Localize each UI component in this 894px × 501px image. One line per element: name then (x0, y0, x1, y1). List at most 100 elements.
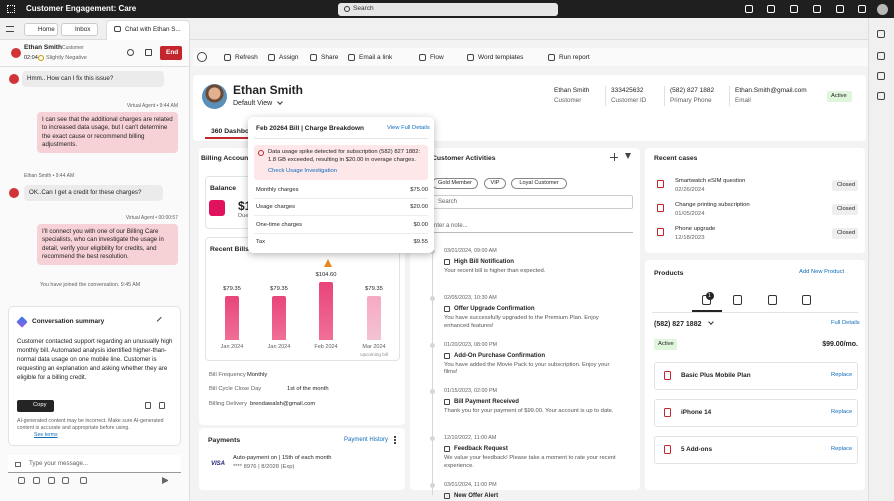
app-launcher[interactable] (7, 5, 15, 13)
command-button[interactable]: Flow (430, 54, 444, 61)
back-button[interactable] (197, 52, 207, 62)
copy-button[interactable] (17, 400, 54, 412)
field-value: (582) 827 1882 (670, 87, 715, 94)
end-button[interactable] (160, 46, 182, 60)
charge-label: Monthly charges (256, 187, 299, 193)
rail-icon[interactable] (877, 72, 885, 80)
payment-history-link[interactable]: Payment History (344, 437, 389, 443)
input-icon (15, 462, 21, 467)
command-button[interactable]: Run report (559, 54, 590, 61)
product-row (654, 399, 858, 427)
top-icon[interactable] (858, 5, 866, 13)
sender-avatar (9, 74, 19, 84)
filter-icon[interactable] (625, 153, 631, 159)
tab-underline (205, 137, 250, 139)
view-details-link[interactable]: View Full Details (387, 125, 430, 131)
detail-value: Monthly (247, 372, 268, 378)
product-tab-icon[interactable] (768, 295, 777, 305)
customer-photo (202, 84, 227, 109)
activity-title: Bill Payment Received (454, 398, 520, 406)
menu-icon[interactable] (6, 26, 14, 32)
replace-link[interactable]: Replace (831, 409, 853, 415)
customer-name: Ethan Smith (24, 44, 62, 51)
command-button[interactable]: Share (321, 54, 339, 61)
summary-text: Customer contacted support regarding an … (17, 338, 173, 381)
x-label: Jan 2024 (220, 344, 244, 350)
chat-tab[interactable] (106, 20, 190, 40)
message-input[interactable] (8, 455, 181, 473)
subscription-line[interactable]: (582) 827 1882 (654, 321, 702, 328)
tag (484, 178, 506, 189)
top-icon[interactable] (767, 5, 775, 13)
command-button[interactable]: Refresh (235, 54, 258, 61)
avatar-top[interactable] (877, 4, 888, 15)
thumbs-down[interactable] (159, 402, 165, 409)
popover-title: Feb 20264 Bill | Charge Breakdown (256, 125, 365, 132)
top-icon[interactable] (836, 5, 844, 13)
thumbs-up[interactable] (145, 402, 151, 409)
x-label: Feb 2024 (314, 344, 338, 350)
chat-timer: 02:04 (24, 55, 38, 61)
tab-label[interactable]: Inbox (75, 26, 91, 33)
toolbar-icon[interactable] (80, 477, 87, 484)
top-icon[interactable] (745, 5, 753, 13)
payment-line: **** 8976 | 8/2028 (Exp) (233, 464, 295, 470)
bar (367, 296, 381, 340)
tab-label[interactable]: Chat with Ethan S... (125, 26, 181, 33)
command-button[interactable]: Assign (279, 54, 299, 61)
case-title[interactable]: Phone upgrade (675, 226, 716, 232)
rail-icon[interactable] (877, 92, 885, 100)
home-tab[interactable] (24, 23, 58, 36)
full-details-link[interactable]: Full Details (831, 320, 860, 326)
toolbar-icon[interactable] (33, 477, 40, 484)
top-icon[interactable] (813, 5, 821, 13)
case-date: 12/18/2023 (675, 235, 705, 241)
app-title: Customer Engagement: Care (26, 4, 137, 13)
dashboard-tab[interactable]: 360 Dashboard (211, 128, 260, 135)
rail-icon[interactable] (877, 52, 885, 60)
case-title[interactable]: Smartwatch eSIM question (675, 178, 746, 184)
case-icon (657, 180, 664, 188)
command-button[interactable]: Word templates (478, 54, 524, 61)
more-icon[interactable] (394, 436, 396, 444)
inbox-tab[interactable] (61, 23, 98, 36)
field-label: Customer ID (611, 97, 647, 104)
field-divider (605, 86, 606, 106)
rail-icon[interactable] (877, 30, 885, 38)
activity-text: We value your feedback! Please take a mo… (444, 455, 616, 469)
search-box[interactable] (338, 3, 558, 16)
toolbar-icon[interactable] (18, 477, 25, 484)
tag-label: VIP (490, 180, 500, 186)
replace-link[interactable]: Replace (831, 372, 853, 378)
send-icon[interactable] (162, 477, 170, 484)
product-row (654, 436, 858, 464)
chat-icon (114, 26, 121, 32)
alert-icon (258, 150, 264, 156)
copy-label[interactable]: Copy (33, 402, 47, 408)
tab-label[interactable]: Home (38, 26, 55, 33)
toolbar-icon[interactable] (48, 477, 55, 484)
product-icon (664, 371, 671, 380)
replace-link[interactable]: Replace (831, 446, 853, 452)
add-product-link[interactable]: Add New Product (799, 269, 845, 275)
chat-action[interactable] (127, 49, 134, 56)
toolbar-icon[interactable] (62, 477, 69, 484)
see-terms-link[interactable]: See terms (34, 432, 58, 438)
end-label[interactable]: End (166, 49, 179, 56)
timeline-dot (430, 436, 435, 442)
investigation-link[interactable]: Check Usage Investigation (268, 168, 337, 174)
product-tab-icon[interactable] (802, 295, 811, 305)
chat-action[interactable] (145, 49, 152, 56)
view-selector[interactable]: Default View (233, 100, 273, 107)
section-title: Balance (210, 185, 237, 192)
due-label: Due (238, 213, 249, 219)
card-title: Recent cases (654, 155, 698, 162)
top-icon[interactable] (790, 5, 798, 13)
note-input[interactable]: Enter a note... (430, 223, 468, 229)
case-title[interactable]: Change printing subscription (675, 202, 750, 208)
field-value: 333425632 (611, 87, 644, 94)
product-tab-icon[interactable] (733, 295, 742, 305)
command-button[interactable]: Email a link (359, 54, 393, 61)
add-icon[interactable] (610, 153, 618, 161)
